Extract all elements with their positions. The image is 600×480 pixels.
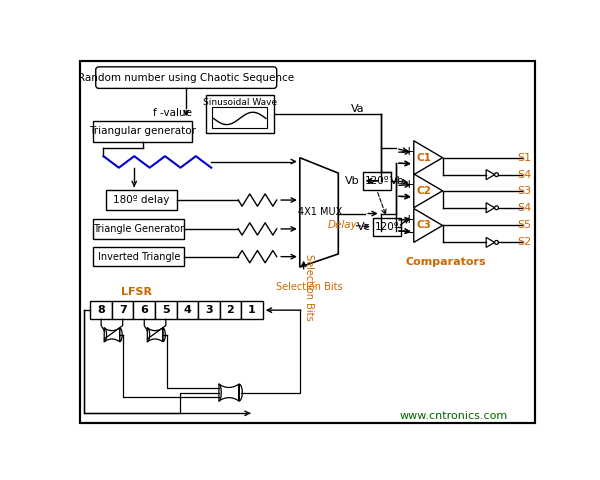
Text: 2: 2 [227, 305, 235, 315]
FancyBboxPatch shape [198, 301, 220, 319]
Text: 8: 8 [97, 305, 105, 315]
Text: S4: S4 [518, 169, 532, 180]
FancyBboxPatch shape [112, 301, 133, 319]
Text: f -value: f -value [153, 108, 192, 118]
FancyBboxPatch shape [96, 67, 277, 88]
Text: Vb: Vb [345, 176, 359, 186]
Text: S1: S1 [518, 153, 532, 163]
Text: www.cntronics.com: www.cntronics.com [400, 411, 508, 420]
Text: Triangular generator: Triangular generator [89, 126, 196, 136]
FancyBboxPatch shape [363, 171, 391, 190]
Text: 1: 1 [248, 305, 256, 315]
FancyBboxPatch shape [106, 190, 176, 210]
Text: Vc: Vc [357, 222, 371, 232]
Text: 6: 6 [140, 305, 148, 315]
FancyBboxPatch shape [94, 219, 184, 239]
Text: 5: 5 [162, 305, 170, 315]
Text: LFSR: LFSR [121, 288, 152, 298]
FancyBboxPatch shape [212, 107, 268, 129]
Text: 120º: 120º [374, 222, 399, 232]
FancyBboxPatch shape [176, 301, 198, 319]
Text: C3: C3 [416, 220, 431, 230]
FancyBboxPatch shape [91, 301, 112, 319]
Text: Selection Bits: Selection Bits [304, 254, 314, 320]
Text: 4: 4 [184, 305, 191, 315]
Text: +: + [404, 145, 415, 158]
Text: 7: 7 [119, 305, 127, 315]
FancyBboxPatch shape [80, 61, 535, 423]
Text: S5: S5 [518, 220, 532, 230]
FancyBboxPatch shape [241, 301, 263, 319]
Text: Inverted Triangle: Inverted Triangle [98, 252, 180, 262]
FancyBboxPatch shape [206, 95, 274, 133]
FancyBboxPatch shape [94, 247, 184, 266]
Text: 180º delay: 180º delay [113, 195, 169, 205]
FancyBboxPatch shape [155, 301, 176, 319]
Text: Random number using Chaotic Sequence: Random number using Chaotic Sequence [78, 72, 294, 83]
Text: Selection Bits: Selection Bits [276, 282, 343, 292]
Text: C2: C2 [416, 186, 431, 196]
Text: +: + [404, 213, 415, 226]
Text: Vb: Vb [389, 176, 404, 186]
Text: Va: Va [351, 104, 364, 114]
Text: Triangle Generator: Triangle Generator [94, 224, 184, 234]
FancyBboxPatch shape [133, 301, 155, 319]
Text: 4X1 MUX: 4X1 MUX [298, 206, 342, 216]
Text: Delay: Delay [327, 220, 357, 230]
Text: S4: S4 [518, 203, 532, 213]
FancyBboxPatch shape [94, 121, 192, 142]
Text: 3: 3 [205, 305, 213, 315]
Text: C1: C1 [416, 153, 431, 163]
Text: Comparators: Comparators [406, 257, 487, 267]
Text: Sinusoidal Wave: Sinusoidal Wave [203, 98, 277, 107]
Text: +: + [404, 178, 415, 191]
FancyBboxPatch shape [220, 301, 241, 319]
Text: S2: S2 [518, 238, 532, 247]
Text: −: − [404, 227, 415, 240]
Text: S3: S3 [518, 186, 532, 196]
FancyBboxPatch shape [373, 218, 401, 236]
Text: 120º: 120º [364, 176, 389, 186]
